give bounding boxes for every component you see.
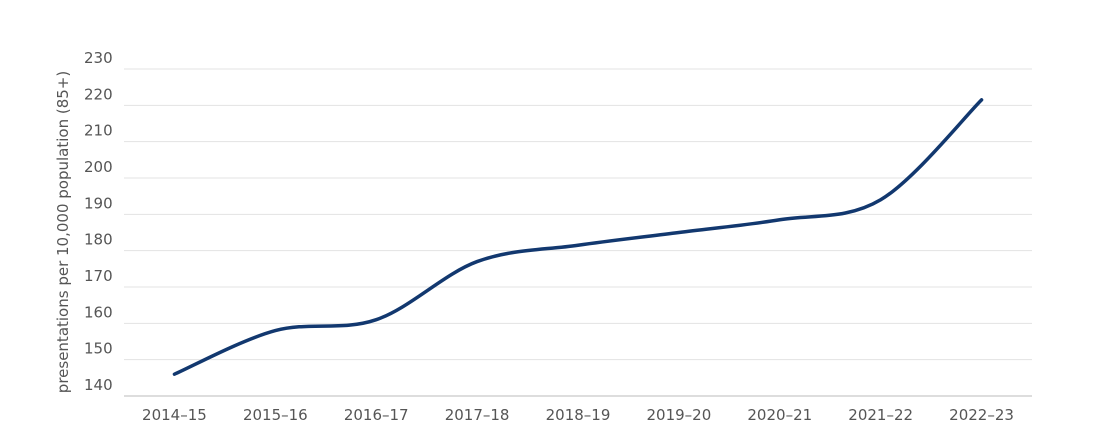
y-axis-title: presentations per 10,000 population (85+… [54,71,72,393]
y-tick-label: 150 [84,340,113,358]
x-tick-label: 2020–21 [747,406,812,424]
x-tick-label: 2022–23 [949,406,1014,424]
y-tick-label: 230 [84,49,113,67]
y-tick-label: 140 [84,376,113,394]
x-tick-label: 2017–18 [445,406,510,424]
line [172,98,984,376]
y-tick-label: 160 [84,303,113,321]
y-tick-label: 190 [84,194,113,212]
x-tick-label: 2015–16 [243,406,308,424]
y-tick-label: 220 [84,85,113,103]
x-tick-label: 2019–20 [647,406,712,424]
x-tick-label: 2021–22 [848,406,913,424]
x-tick-label: 2018–19 [546,406,611,424]
x-tick-label: 2016–17 [344,406,409,424]
y-tick-label: 210 [84,122,113,140]
x-tick-label: 2014–15 [142,406,207,424]
y-tick-label: 170 [84,267,113,285]
y-tick-label: 200 [84,158,113,176]
y-tick-label: 180 [84,231,113,249]
